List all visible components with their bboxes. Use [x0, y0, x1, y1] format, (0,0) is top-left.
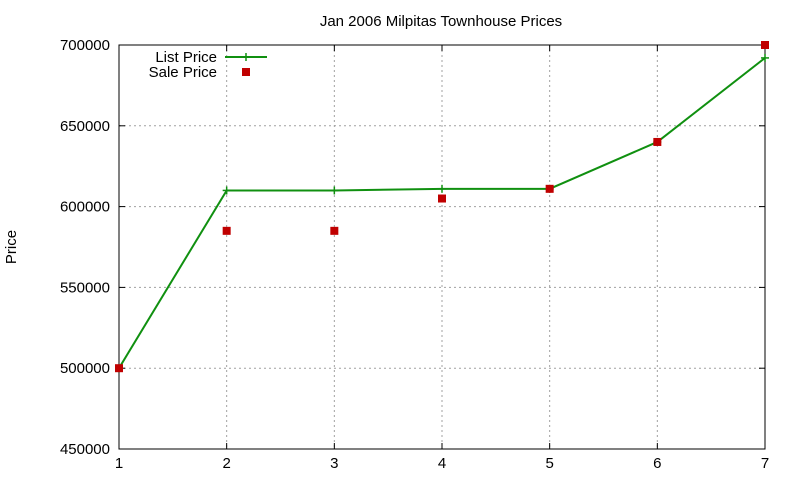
x-tick-label: 5: [545, 455, 553, 472]
chart-title: Jan 2006 Milpitas Townhouse Prices: [320, 13, 562, 30]
list-price-point: [330, 186, 339, 195]
y-tick-label: 700000: [60, 37, 110, 54]
list-price-point: [438, 184, 446, 193]
axis-ticks: 1 2 3 4 5 6 7 450000 500000 550000 600000 650000 700…: [60, 37, 769, 472]
legend-marker-list-price: [242, 53, 250, 61]
sale-price-point: [438, 194, 446, 203]
series-layer: [115, 41, 769, 373]
legend-marker-sale-price: [242, 68, 250, 76]
y-tick-label: 450000: [60, 441, 110, 458]
x-tick-label: 6: [653, 455, 661, 472]
x-tick-label: 1: [115, 455, 123, 472]
legend-label: List Price: [155, 49, 217, 66]
sale-price-point: [545, 184, 554, 193]
x-tick-label: 2: [222, 455, 230, 472]
list-price-point: [222, 186, 231, 195]
sale-price-point: [761, 41, 769, 49]
list-price-point: [761, 53, 769, 62]
y-tick-label: 600000: [60, 199, 110, 216]
sale-price-point: [330, 226, 339, 235]
y-axis-label: Price: [3, 230, 20, 264]
sale-price-point: [653, 137, 662, 146]
y-tick-label: 650000: [60, 118, 110, 135]
y-tick-label: 550000: [60, 279, 110, 296]
sale-price-point: [222, 226, 231, 235]
x-tick-label: 4: [438, 455, 446, 472]
legend-label: Sale Price: [149, 64, 217, 81]
sale-price-point: [115, 364, 123, 373]
x-tick-label: 3: [330, 455, 338, 472]
x-tick-label: 7: [761, 455, 769, 472]
y-tick-label: 500000: [60, 360, 110, 377]
grid: [119, 45, 765, 449]
